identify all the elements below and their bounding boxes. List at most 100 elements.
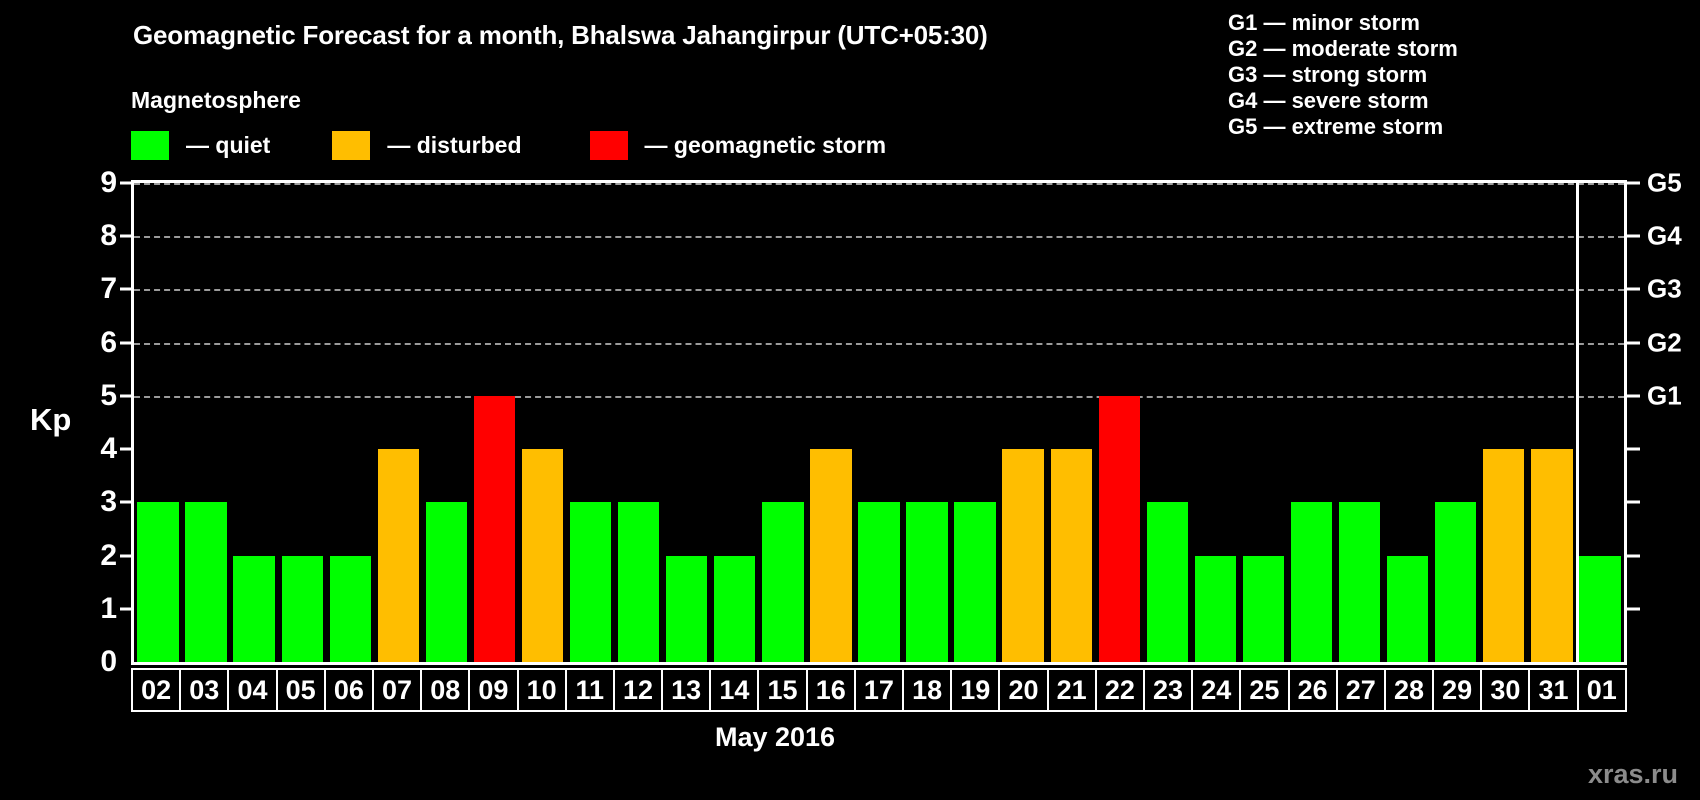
- day-label-31[interactable]: 31: [1528, 668, 1579, 712]
- plot-inner: [134, 183, 1624, 662]
- day-label-23[interactable]: 23: [1142, 668, 1194, 712]
- bar-cell[interactable]: [1576, 183, 1624, 662]
- bar-cell[interactable]: [615, 183, 663, 662]
- y-tick-mark-9: [120, 181, 131, 185]
- bar-day-31[interactable]: [1531, 449, 1573, 662]
- bar-day-05[interactable]: [281, 555, 323, 662]
- day-label-16[interactable]: 16: [805, 668, 856, 712]
- day-label-09[interactable]: 09: [468, 668, 519, 712]
- bar-day-09[interactable]: [473, 395, 516, 662]
- day-label-18[interactable]: 18: [902, 668, 953, 712]
- bar-cell[interactable]: [663, 183, 711, 662]
- bar-cell[interactable]: [1095, 183, 1143, 662]
- bar-day-15[interactable]: [762, 502, 804, 662]
- bar-day-10[interactable]: [521, 449, 564, 662]
- day-label-22[interactable]: 22: [1094, 668, 1145, 712]
- bar-day-01[interactable]: [1579, 555, 1621, 662]
- bar-cell[interactable]: [1336, 183, 1384, 662]
- gridline-kp-5: [134, 395, 1624, 398]
- day-label-04[interactable]: 04: [227, 668, 278, 712]
- day-label-29[interactable]: 29: [1432, 668, 1483, 712]
- bar-cell[interactable]: [1191, 183, 1239, 662]
- bar-cell[interactable]: [1528, 183, 1576, 662]
- bar-day-27[interactable]: [1338, 502, 1381, 662]
- day-label-12[interactable]: 12: [612, 668, 664, 712]
- bar-day-11[interactable]: [569, 502, 612, 662]
- day-label-17[interactable]: 17: [853, 668, 904, 712]
- bar-cell[interactable]: [230, 183, 278, 662]
- day-label-02[interactable]: 02: [131, 668, 182, 712]
- bar-cell[interactable]: [1432, 183, 1480, 662]
- bar-cell[interactable]: [567, 183, 615, 662]
- day-label-19[interactable]: 19: [950, 668, 1001, 712]
- day-label-28[interactable]: 28: [1383, 668, 1435, 712]
- day-label-14[interactable]: 14: [709, 668, 760, 712]
- bar-cell[interactable]: [1288, 183, 1336, 662]
- bar-cell[interactable]: [1480, 183, 1528, 662]
- bar-day-19[interactable]: [954, 502, 996, 662]
- bar-cell[interactable]: [470, 183, 518, 662]
- day-label-30[interactable]: 30: [1480, 668, 1531, 712]
- bar-day-30[interactable]: [1483, 449, 1525, 662]
- day-label-15[interactable]: 15: [757, 668, 808, 712]
- bar-cell[interactable]: [1239, 183, 1287, 662]
- bar-day-26[interactable]: [1290, 502, 1333, 662]
- g-tick-label-G5: G5: [1647, 167, 1682, 198]
- bar-cell[interactable]: [519, 183, 567, 662]
- day-label-25[interactable]: 25: [1239, 668, 1290, 712]
- bar-cell[interactable]: [134, 183, 182, 662]
- bar-day-21[interactable]: [1050, 449, 1092, 662]
- bar-cell[interactable]: [326, 183, 374, 662]
- day-label-01[interactable]: 01: [1576, 668, 1627, 712]
- day-label-10[interactable]: 10: [516, 668, 567, 712]
- day-label-03[interactable]: 03: [179, 668, 230, 712]
- bar-day-03[interactable]: [185, 502, 227, 662]
- bar-day-02[interactable]: [137, 502, 179, 662]
- bar-cell[interactable]: [855, 183, 903, 662]
- bar-day-12[interactable]: [617, 502, 660, 662]
- y-tick-mark-8: [120, 234, 131, 238]
- bar-cell[interactable]: [422, 183, 470, 662]
- day-label-20[interactable]: 20: [998, 668, 1049, 712]
- day-label-27[interactable]: 27: [1335, 668, 1386, 712]
- day-label-08[interactable]: 08: [420, 668, 471, 712]
- bar-day-17[interactable]: [858, 502, 900, 662]
- bar-day-08[interactable]: [425, 502, 468, 662]
- bar-day-28[interactable]: [1386, 555, 1429, 662]
- day-label-05[interactable]: 05: [275, 668, 326, 712]
- bar-day-25[interactable]: [1242, 555, 1285, 662]
- bar-cell[interactable]: [1384, 183, 1432, 662]
- bar-day-16[interactable]: [810, 449, 852, 662]
- bar-cell[interactable]: [999, 183, 1047, 662]
- bar-cell[interactable]: [903, 183, 951, 662]
- bar-cell[interactable]: [1143, 183, 1191, 662]
- bar-day-04[interactable]: [233, 555, 275, 662]
- bar-cell[interactable]: [807, 183, 855, 662]
- day-label-21[interactable]: 21: [1046, 668, 1097, 712]
- bar-day-22[interactable]: [1098, 395, 1140, 662]
- day-label-24[interactable]: 24: [1191, 668, 1242, 712]
- day-label-13[interactable]: 13: [661, 668, 712, 712]
- bar-cell[interactable]: [374, 183, 422, 662]
- legend-swatch-quiet: [131, 131, 169, 160]
- bar-day-18[interactable]: [906, 502, 948, 662]
- bar-day-07[interactable]: [377, 449, 419, 662]
- bar-cell[interactable]: [182, 183, 230, 662]
- bar-cell[interactable]: [951, 183, 999, 662]
- bar-cell[interactable]: [1047, 183, 1095, 662]
- day-label-26[interactable]: 26: [1287, 668, 1338, 712]
- bar-day-29[interactable]: [1435, 502, 1477, 662]
- day-label-11[interactable]: 11: [564, 668, 615, 712]
- day-label-07[interactable]: 07: [371, 668, 423, 712]
- bar-cell[interactable]: [711, 183, 759, 662]
- bar-day-14[interactable]: [714, 555, 756, 662]
- gridline-kp-9: [134, 183, 1624, 185]
- bar-cell[interactable]: [759, 183, 807, 662]
- bar-day-13[interactable]: [666, 555, 708, 662]
- bar-day-23[interactable]: [1146, 502, 1188, 662]
- bar-day-20[interactable]: [1002, 449, 1044, 662]
- bar-day-06[interactable]: [329, 555, 371, 662]
- bar-day-24[interactable]: [1194, 555, 1237, 662]
- day-label-06[interactable]: 06: [323, 668, 374, 712]
- bar-cell[interactable]: [278, 183, 326, 662]
